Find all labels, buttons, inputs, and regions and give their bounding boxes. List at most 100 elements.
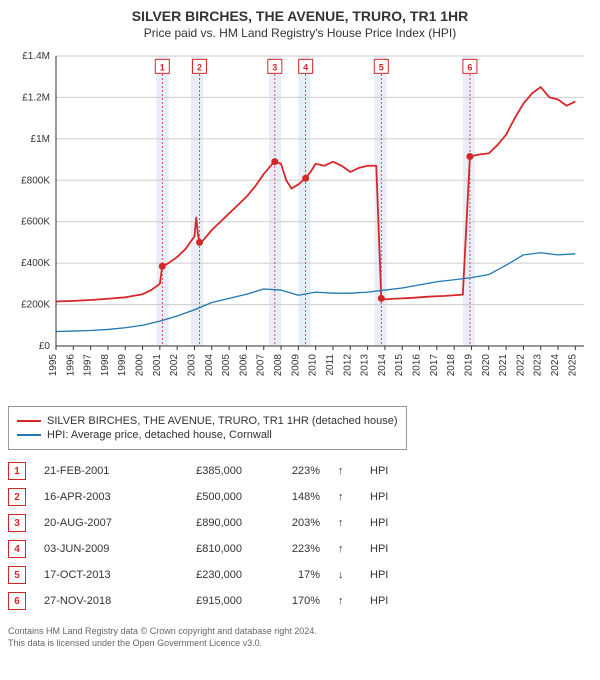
transaction-number-box: 6	[8, 592, 26, 610]
svg-text:£1.4M: £1.4M	[22, 51, 50, 62]
transaction-date: 20-AUG-2007	[44, 517, 144, 529]
transaction-number-box: 2	[8, 488, 26, 506]
svg-text:2009: 2009	[290, 354, 301, 377]
svg-text:2024: 2024	[550, 354, 561, 377]
svg-text:2013: 2013	[360, 354, 371, 377]
svg-text:2005: 2005	[221, 354, 232, 377]
transaction-pct: 148%	[260, 491, 320, 503]
svg-text:£400K: £400K	[21, 258, 50, 269]
chart-subtitle: Price paid vs. HM Land Registry's House …	[8, 26, 592, 40]
svg-text:2025: 2025	[567, 354, 578, 377]
svg-text:4: 4	[303, 62, 308, 72]
svg-text:£1.2M: £1.2M	[22, 92, 50, 103]
legend-label: SILVER BIRCHES, THE AVENUE, TRURO, TR1 1…	[47, 415, 398, 427]
svg-text:2: 2	[197, 62, 202, 72]
transaction-pct: 170%	[260, 595, 320, 607]
svg-text:2020: 2020	[481, 354, 492, 377]
svg-text:2004: 2004	[204, 354, 215, 377]
legend-label: HPI: Average price, detached house, Corn…	[47, 429, 272, 441]
transaction-hpi-label: HPI	[370, 595, 400, 607]
transaction-hpi-label: HPI	[370, 517, 400, 529]
transaction-pct: 203%	[260, 517, 320, 529]
transaction-row: 3 20-AUG-2007 £890,000 203% ↑ HPI	[8, 510, 592, 536]
arrow-up-icon: ↑	[338, 543, 352, 555]
arrow-up-icon: ↑	[338, 491, 352, 503]
legend: SILVER BIRCHES, THE AVENUE, TRURO, TR1 1…	[8, 406, 407, 450]
transaction-number-box: 3	[8, 514, 26, 532]
transaction-row: 1 21-FEB-2001 £385,000 223% ↑ HPI	[8, 458, 592, 484]
transaction-pct: 17%	[260, 569, 320, 581]
legend-item: HPI: Average price, detached house, Corn…	[17, 429, 398, 441]
transaction-price: £500,000	[162, 491, 242, 503]
svg-text:1: 1	[160, 62, 165, 72]
transaction-pct: 223%	[260, 543, 320, 555]
transaction-date: 27-NOV-2018	[44, 595, 144, 607]
svg-text:2015: 2015	[394, 354, 405, 377]
transaction-number-box: 1	[8, 462, 26, 480]
svg-text:6: 6	[467, 62, 472, 72]
footer-line-2: This data is licensed under the Open Gov…	[8, 638, 592, 650]
svg-text:2016: 2016	[412, 354, 423, 377]
svg-text:3: 3	[272, 62, 277, 72]
transaction-hpi-label: HPI	[370, 465, 400, 477]
footer-attribution: Contains HM Land Registry data © Crown c…	[8, 626, 592, 649]
transaction-number-box: 5	[8, 566, 26, 584]
svg-text:2001: 2001	[152, 354, 163, 377]
transaction-price: £385,000	[162, 465, 242, 477]
transaction-row: 4 03-JUN-2009 £810,000 223% ↑ HPI	[8, 536, 592, 562]
transaction-date: 16-APR-2003	[44, 491, 144, 503]
svg-text:2022: 2022	[515, 354, 526, 377]
transaction-row: 2 16-APR-2003 £500,000 148% ↑ HPI	[8, 484, 592, 510]
svg-text:1996: 1996	[65, 354, 76, 377]
svg-text:£800K: £800K	[21, 175, 50, 186]
transaction-price: £810,000	[162, 543, 242, 555]
svg-text:2021: 2021	[498, 354, 509, 377]
arrow-up-icon: ↑	[338, 465, 352, 477]
chart-title: SILVER BIRCHES, THE AVENUE, TRURO, TR1 1…	[8, 8, 592, 24]
svg-text:2003: 2003	[186, 354, 197, 377]
transaction-number-box: 4	[8, 540, 26, 558]
arrow-up-icon: ↑	[338, 595, 352, 607]
svg-text:2008: 2008	[273, 354, 284, 377]
legend-swatch	[17, 434, 41, 436]
svg-text:2018: 2018	[446, 354, 457, 377]
transaction-hpi-label: HPI	[370, 569, 400, 581]
svg-text:1997: 1997	[83, 354, 94, 377]
svg-text:2007: 2007	[256, 354, 267, 377]
svg-text:2023: 2023	[533, 354, 544, 377]
svg-text:2017: 2017	[429, 354, 440, 377]
svg-text:1999: 1999	[117, 354, 128, 377]
price-chart: £0£200K£400K£600K£800K£1M£1.2M£1.4M12345…	[8, 46, 592, 396]
chart-header: SILVER BIRCHES, THE AVENUE, TRURO, TR1 1…	[8, 8, 592, 40]
legend-swatch	[17, 420, 41, 422]
transaction-pct: 223%	[260, 465, 320, 477]
transaction-row: 6 27-NOV-2018 £915,000 170% ↑ HPI	[8, 588, 592, 614]
transaction-price: £915,000	[162, 595, 242, 607]
legend-item: SILVER BIRCHES, THE AVENUE, TRURO, TR1 1…	[17, 415, 398, 427]
arrow-down-icon: ↓	[338, 569, 352, 581]
svg-text:5: 5	[379, 62, 384, 72]
svg-text:£200K: £200K	[21, 300, 50, 311]
svg-text:1998: 1998	[100, 354, 111, 377]
svg-text:£1M: £1M	[31, 134, 50, 145]
svg-text:2000: 2000	[135, 354, 146, 377]
svg-text:2014: 2014	[377, 354, 388, 377]
arrow-up-icon: ↑	[338, 517, 352, 529]
transactions-table: 1 21-FEB-2001 £385,000 223% ↑ HPI 2 16-APR-2003…	[8, 458, 592, 614]
transaction-hpi-label: HPI	[370, 491, 400, 503]
svg-text:2006: 2006	[238, 354, 249, 377]
svg-text:2019: 2019	[463, 354, 474, 377]
transaction-date: 17-OCT-2013	[44, 569, 144, 581]
transaction-hpi-label: HPI	[370, 543, 400, 555]
svg-text:2012: 2012	[342, 354, 353, 377]
transaction-price: £890,000	[162, 517, 242, 529]
svg-text:2002: 2002	[169, 354, 180, 377]
svg-text:2011: 2011	[325, 354, 336, 376]
transaction-row: 5 17-OCT-2013 £230,000 17% ↓ HPI	[8, 562, 592, 588]
svg-text:£600K: £600K	[21, 217, 50, 228]
transaction-price: £230,000	[162, 569, 242, 581]
transaction-date: 03-JUN-2009	[44, 543, 144, 555]
transaction-date: 21-FEB-2001	[44, 465, 144, 477]
svg-text:1995: 1995	[48, 354, 59, 377]
footer-line-1: Contains HM Land Registry data © Crown c…	[8, 626, 592, 638]
